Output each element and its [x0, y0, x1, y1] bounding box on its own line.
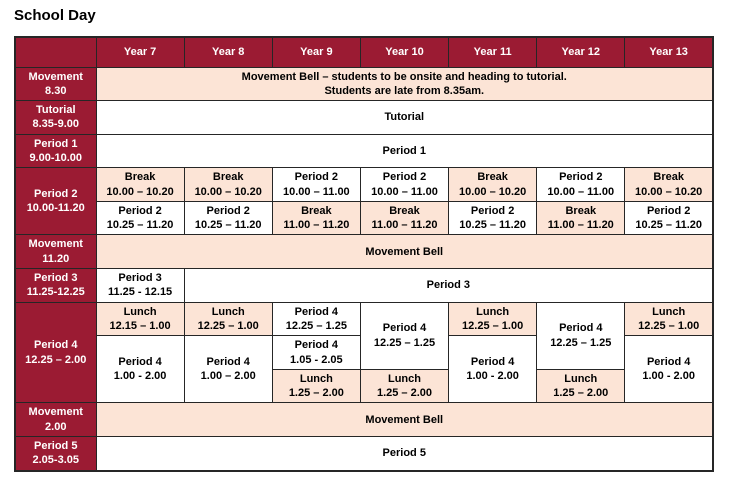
col-header-year-8: Year 8: [183, 36, 273, 68]
row-movement-8-30: Movement 8.30 Movement Bell – students to…: [14, 66, 714, 102]
col-header-year-13: Year 13: [624, 36, 714, 68]
row-movement-11-20: Movement 11.20 Movement Bell: [14, 234, 714, 270]
col-header-year-7: Year 7: [95, 36, 185, 68]
cell-year9-period-4b: Period 4 1.05 - 2.05: [271, 335, 361, 370]
cell-year10-period-4: Period 4 12.25 – 1.25: [359, 301, 450, 370]
cell-year10-lunch: Lunch 1.25 – 2.00: [359, 368, 450, 404]
page-title: School Day: [14, 7, 96, 24]
cell-year8-period-2: Period 2 10.25 – 11.20: [183, 200, 273, 236]
col-header-corner: [14, 36, 97, 68]
row-label-movement-11-20: Movement 11.20: [14, 234, 97, 270]
cell-year11-period-2: Period 2 10.25 – 11.20: [448, 200, 538, 236]
row-period-1: Period 1 9.00-10.00 Period 1: [14, 133, 714, 169]
cell-year7-period-4: Period 4 1.00 - 2.00: [95, 335, 185, 404]
row-label-movement-2-00: Movement 2.00: [14, 402, 97, 438]
cell-year13-lunch: Lunch 12.25 – 1.00: [624, 301, 714, 337]
cell-year13-period-2: Period 2 10.25 – 11.20: [624, 200, 714, 236]
cell-year12-period-2: Period 2 10.00 – 11.00: [536, 167, 626, 202]
cell-year13-period-4: Period 4 1.00 - 2.00: [624, 335, 714, 404]
header-row: Year 7 Year 8 Year 9 Year 10 Year 11 Year 12 Y…: [14, 36, 714, 68]
row-period-4b: Period 4 1.00 - 2.00 Period 4 1.00 – 2.00…: [15, 335, 714, 404]
row-label-movement-8-30: Movement 8.30: [14, 66, 97, 102]
row-label-tutorial: Tutorial 8.35-9.00: [14, 100, 97, 135]
col-header-year-10: Year 10: [359, 36, 450, 68]
cell-year11-break: Break 10.00 – 10.20: [448, 167, 538, 202]
row-movement-2-00: Movement 2.00 Movement Bell: [14, 402, 714, 438]
timetable: Year 7 Year 8 Year 9 Year 10 Year 11 Year 12 Y…: [14, 36, 714, 472]
cell-year9-lunch: Lunch 1.25 – 2.00: [271, 368, 361, 404]
cell-period-1: Period 1: [95, 133, 714, 169]
row-period-3: Period 3 11.25-12.25 Period 3 11.25 - 12.…: [14, 268, 714, 303]
row-period-4c: Lunch 1.25 – 2.00 Lunch 1.25 – 2.00 Lunch …: [15, 368, 713, 404]
cell-year12-lunch: Lunch 1.25 – 2.00: [536, 368, 626, 404]
col-header-year-11: Year 11: [448, 36, 538, 68]
cell-year7-period-3: Period 3 11.25 - 12.15: [95, 268, 185, 303]
cell-period-5: Period 5: [95, 436, 714, 472]
cell-year8-lunch: Lunch 12.25 – 1.00: [183, 301, 273, 337]
row-label-period-1: Period 1 9.00-10.00: [14, 133, 97, 169]
cell-year9-break: Break 11.00 – 11.20: [271, 200, 361, 236]
cell-year9-period-4a: Period 4 12.25 – 1.25: [271, 301, 361, 337]
cell-year11-lunch: Lunch 12.25 – 1.00: [448, 301, 538, 337]
cell-year12-period-4: Period 4 12.25 – 1.25: [536, 301, 626, 370]
row-label-period-5: Period 5 2.05-3.05: [14, 436, 97, 472]
cell-year10-break: Break 11.00 – 11.20: [359, 200, 450, 236]
cell-year7-lunch: Lunch 12.15 – 1.00: [95, 301, 185, 337]
cell-year8-break: Break 10.00 – 10.20: [183, 167, 273, 202]
cell-movement-bell-afternoon: Movement Bell: [95, 402, 714, 438]
cell-year8-period-4: Period 4 1.00 – 2.00: [183, 335, 273, 404]
row-label-period-2: Period 2 10.00-11.20: [14, 167, 97, 236]
cell-movement-bell-midday: Movement Bell: [95, 234, 714, 270]
row-label-period-3: Period 3 11.25-12.25: [14, 268, 97, 303]
cell-year12-break: Break 11.00 – 11.20: [536, 200, 626, 236]
cell-year7-period-2: Period 2 10.25 – 11.20: [95, 200, 185, 236]
cell-year10-period-2: Period 2 10.00 – 11.00: [359, 167, 450, 202]
row-period-2b: Period 2 10.25 – 11.20 Period 2 10.25 – 1…: [15, 200, 714, 236]
row-tutorial: Tutorial 8.35-9.00 Tutorial: [14, 100, 714, 135]
table-body: Movement 8.30 Movement Bell – students to…: [14, 66, 714, 472]
cell-year7-break: Break 10.00 – 10.20: [95, 167, 185, 202]
col-header-year-9: Year 9: [271, 36, 361, 68]
cell-year11-period-4: Period 4 1.00 - 2.00: [448, 335, 538, 404]
cell-year13-break: Break 10.00 – 10.20: [624, 167, 714, 202]
cell-period-3: Period 3: [183, 268, 714, 303]
row-period-2a: Period 2 10.00-11.20 Break 10.00 – 10.20 B…: [14, 167, 714, 236]
cell-movement-bell-morning: Movement Bell – students to be onsite an…: [95, 66, 714, 102]
row-period-5: Period 5 2.05-3.05 Period 5: [14, 436, 714, 472]
row-period-4a: Period 4 12.25 – 2.00 Lunch 12.15 – 1.00 L…: [14, 301, 714, 404]
row-label-period-4: Period 4 12.25 – 2.00: [14, 301, 97, 404]
col-header-year-12: Year 12: [536, 36, 626, 68]
cell-tutorial: Tutorial: [95, 100, 714, 135]
cell-year9-period-2: Period 2 10.00 – 11.00: [271, 167, 361, 202]
